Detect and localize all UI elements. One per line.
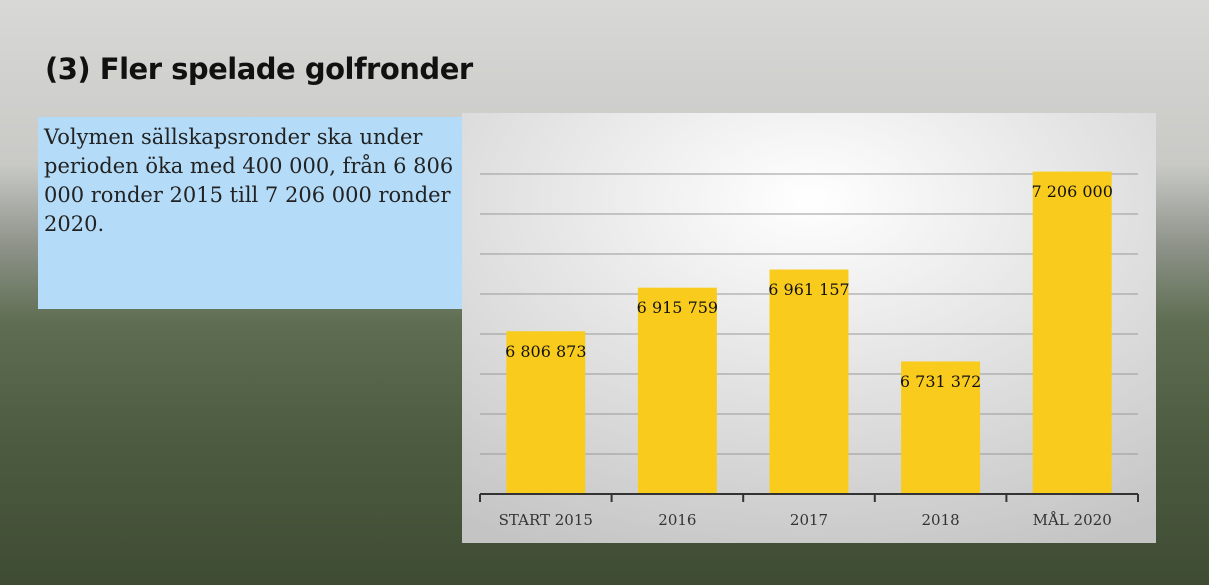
x-tick-label: START 2015 xyxy=(499,511,593,529)
data-label: 6 915 759 xyxy=(637,298,718,317)
x-tick-label: 2016 xyxy=(658,511,696,529)
data-label: 7 206 000 xyxy=(1031,182,1112,201)
x-tick-label: 2018 xyxy=(922,511,960,529)
x-tick-label: 2017 xyxy=(790,511,828,529)
bar xyxy=(769,269,849,494)
data-label: 6 731 372 xyxy=(900,372,981,391)
data-label: 6 806 873 xyxy=(505,342,586,361)
bar xyxy=(1032,171,1112,494)
slide-title: (3) Fler spelade golfronder xyxy=(45,52,473,86)
bar xyxy=(901,361,981,494)
x-tick-label: MÅL 2020 xyxy=(1033,511,1112,529)
bar xyxy=(637,287,717,494)
bar xyxy=(506,331,586,494)
text-box: Volymen sällskapsronder ska under period… xyxy=(38,117,462,309)
data-label: 6 961 157 xyxy=(768,280,849,299)
